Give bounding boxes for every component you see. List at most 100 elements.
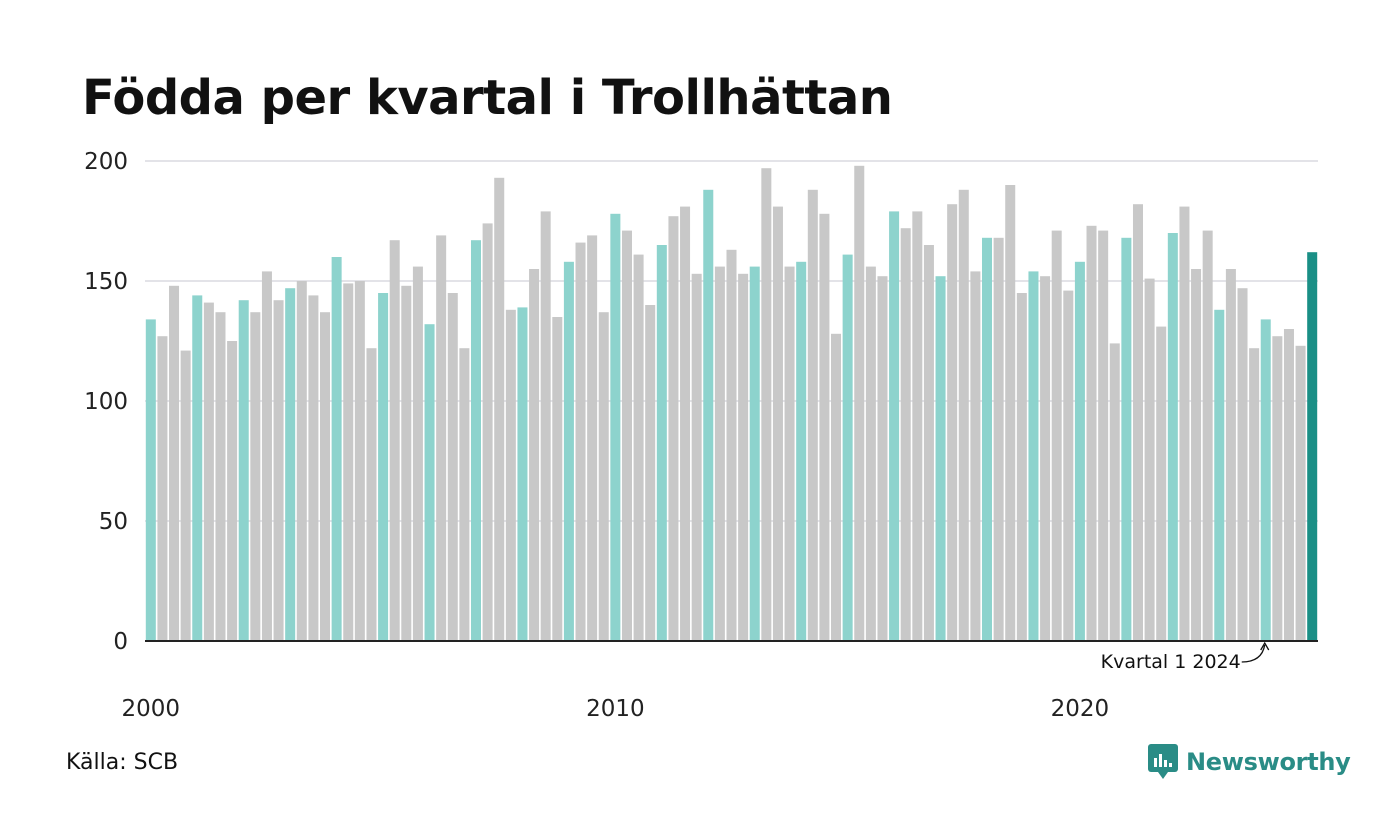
bar (320, 312, 331, 641)
bar (145, 319, 156, 641)
bar (227, 341, 238, 641)
y-tick-label: 200 (84, 149, 128, 175)
bar (1063, 290, 1074, 641)
bar (354, 281, 365, 641)
y-tick-label: 100 (84, 389, 128, 415)
newsworthy-logo-text: Newsworthy (1186, 748, 1351, 776)
bar (935, 276, 946, 641)
bar (1132, 204, 1143, 641)
bar (575, 242, 586, 641)
bar (877, 276, 888, 641)
bar (1249, 348, 1260, 641)
bar (331, 257, 342, 641)
bar (1237, 288, 1248, 641)
bar (470, 240, 482, 641)
bar (517, 307, 528, 641)
bar (981, 237, 993, 642)
bar (610, 213, 621, 642)
bar (587, 235, 598, 641)
bar (970, 271, 981, 641)
annotation: Kvartal 1 2024 (1101, 641, 1270, 673)
bar (958, 189, 969, 642)
bar (180, 350, 191, 641)
bar (250, 312, 261, 641)
bar (1191, 269, 1202, 641)
chart-title: Födda per kvartal i Trollhättan (82, 70, 893, 126)
bar (807, 189, 818, 642)
bar (540, 211, 551, 641)
bar (436, 235, 447, 641)
annotation-arrow (1241, 644, 1266, 663)
bar (296, 281, 307, 641)
bar (1156, 326, 1167, 641)
bar (424, 324, 435, 641)
bar (447, 293, 458, 641)
bar (169, 285, 180, 641)
bar (633, 254, 644, 641)
bar (308, 295, 319, 641)
bar (738, 273, 749, 641)
bar (1260, 319, 1271, 641)
bar (703, 189, 714, 642)
bar (238, 300, 249, 641)
source-label: Källa: SCB (66, 750, 179, 775)
bar (1098, 230, 1109, 641)
bar (157, 336, 168, 641)
bar (598, 312, 609, 641)
bar (900, 228, 911, 641)
bar (1272, 336, 1283, 641)
y-tick-label: 50 (99, 509, 128, 535)
bar (1283, 329, 1294, 641)
bar (552, 317, 563, 641)
bar (505, 309, 516, 641)
bar (1074, 261, 1085, 641)
bar (923, 245, 934, 641)
bar (772, 206, 783, 641)
bar (831, 333, 842, 641)
bars (145, 165, 1318, 642)
bar (459, 348, 470, 641)
bar (1028, 271, 1039, 641)
bar (1109, 343, 1120, 641)
bar (726, 249, 737, 642)
bar (714, 266, 725, 641)
bar (1225, 269, 1236, 641)
bar (749, 266, 760, 641)
bar (784, 266, 795, 641)
bar (412, 266, 423, 641)
bar (192, 295, 203, 641)
bar (1307, 252, 1318, 641)
bar (1121, 237, 1132, 642)
bar (401, 285, 412, 641)
y-tick-label: 150 (84, 269, 128, 295)
bar (215, 312, 226, 641)
bar (563, 261, 574, 641)
annotation-label: Kvartal 1 2024 (1101, 651, 1241, 673)
bar (494, 177, 505, 642)
bar (482, 223, 493, 641)
bar (273, 300, 284, 641)
bar (1016, 293, 1027, 641)
bar (389, 240, 400, 641)
bar (691, 273, 702, 641)
x-tick-label: 2000 (122, 696, 181, 722)
bar (865, 266, 876, 641)
y-tick-label: 0 (113, 629, 128, 655)
bar (912, 211, 923, 641)
bar (203, 302, 214, 641)
bar (366, 348, 377, 641)
bar (645, 305, 656, 641)
bar (378, 293, 389, 641)
bar (1167, 233, 1178, 641)
bar (796, 261, 807, 641)
bar (656, 245, 667, 641)
bar (529, 269, 540, 641)
bar (285, 288, 296, 641)
x-tick-labels: 2000 2010 2020 (122, 696, 1110, 722)
bar (854, 165, 865, 642)
bar (947, 204, 958, 641)
bar (1086, 225, 1097, 642)
bar (343, 283, 354, 641)
bar (621, 230, 632, 641)
